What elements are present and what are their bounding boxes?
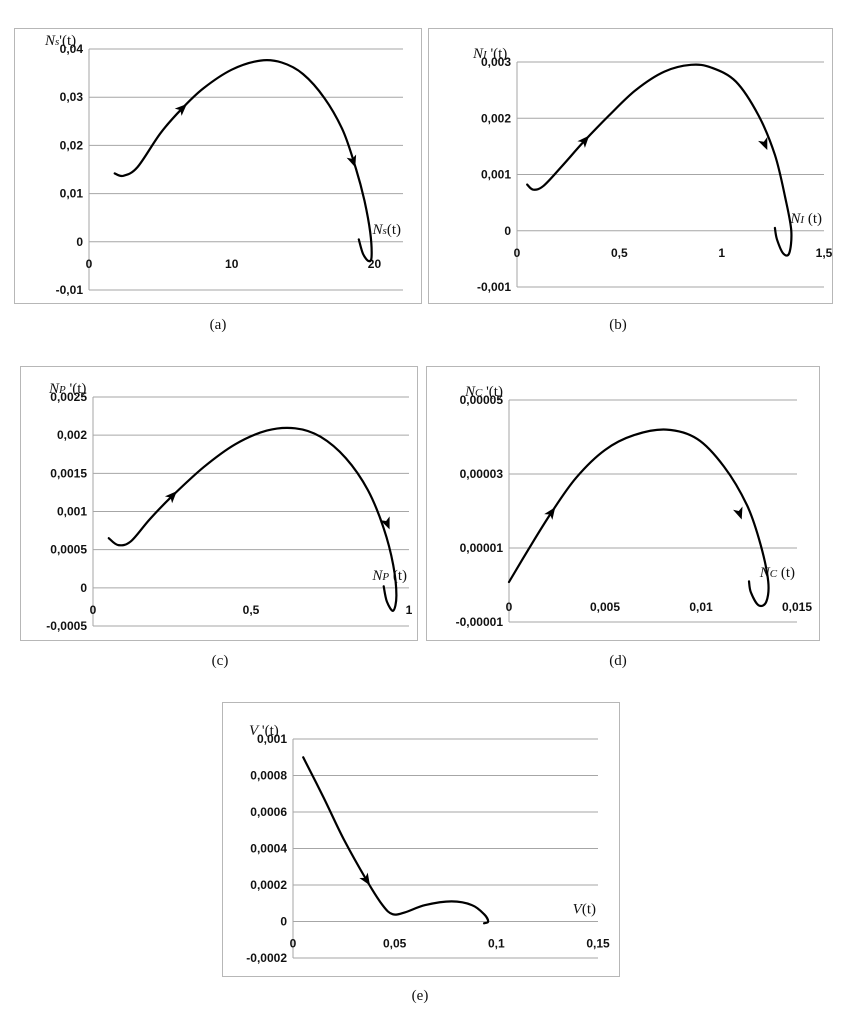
y-axis-title: Ns'(t): [44, 33, 76, 49]
caption-d: (d): [609, 653, 627, 669]
trajectory-curve: [107, 426, 398, 612]
x-tick-label: 0,005: [590, 600, 620, 614]
direction-arrow-icon: [733, 506, 743, 520]
caption-e: (e): [411, 988, 429, 1004]
y-tick-label: 0,001: [57, 505, 87, 519]
trajectory-curve: [113, 58, 373, 263]
chart-panel-b: 0,003 0,002 0,001 0 -0,001 0 0,5 1 1,5 NI '(t) NI …: [428, 28, 833, 304]
x-tick-label: 1,5: [816, 246, 833, 260]
y-tick-label: 0: [280, 915, 287, 929]
y-tick-label: 0,00005: [460, 393, 504, 407]
direction-arrow-icon: [758, 137, 768, 151]
y-tick-label: 0,00001: [460, 541, 504, 555]
x-axis-title: NI (t): [789, 211, 822, 227]
y-tick-label: -0,0005: [46, 619, 87, 633]
y-tick-label: 0,0008: [250, 769, 287, 783]
y-tick-label: -0,01: [56, 283, 84, 297]
chart-panel-d: 0,00005 0,00003 0,00001 -0,00001 0 0,005 0,01 0…: [426, 366, 820, 641]
direction-arrow-icon: [359, 872, 370, 886]
y-tick-label: 0,0005: [50, 543, 87, 557]
chart-panel-a: 0,04 0,03 0,02 0,01 0 -0,01 0 10 20 Ns'(t) Ns(t): [14, 28, 422, 304]
x-tick-label: 1: [718, 246, 725, 260]
x-tick-label: 0: [290, 937, 297, 951]
direction-arrow-icon: [380, 516, 390, 530]
y-axis-title: NI '(t): [472, 46, 507, 62]
x-tick-label: 0: [514, 246, 521, 260]
chart-svg-b: 0,003 0,002 0,001 0 -0,001 0 0,5 1 1,5 NI '(t) NI …: [472, 46, 833, 294]
y-tick-label: 0,01: [60, 187, 84, 201]
y-tick-label: 0,0006: [250, 805, 287, 819]
direction-arrow-icon: [346, 154, 357, 168]
direction-arrow-icon: [577, 135, 590, 148]
caption-b: (b): [609, 317, 627, 333]
x-tick-label: 0: [90, 603, 97, 617]
y-tick-label: 0: [504, 224, 511, 238]
y-tick-label: 0,001: [481, 168, 511, 182]
y-tick-label: -0,0002: [246, 951, 287, 965]
y-tick-label: -0,001: [477, 280, 511, 294]
direction-arrow-icon: [174, 103, 187, 116]
x-tick-label: 0,1: [488, 937, 505, 951]
y-axis-title: NC '(t): [464, 384, 503, 400]
y-tick-label: 0,02: [60, 138, 84, 152]
y-tick-label: 0,0015: [50, 466, 87, 480]
y-tick-label: -0,00001: [456, 615, 504, 629]
y-axis-title: V '(t): [249, 723, 279, 739]
x-tick-label: 20: [368, 257, 382, 271]
y-tick-label: 0,03: [60, 90, 84, 104]
x-tick-label: 10: [225, 257, 239, 271]
y-tick-label: 0,002: [481, 111, 511, 125]
y-tick-label: 0,0025: [50, 390, 87, 404]
direction-arrow-icon: [164, 491, 177, 504]
x-tick-label: 0,15: [586, 937, 610, 951]
chart-panel-e: 0,001 0,0008 0,0006 0,0004 0,0002 0 -0,0002 0 0,…: [222, 702, 620, 977]
y-tick-label: 0,003: [481, 55, 511, 69]
trajectory-curve: [507, 428, 770, 608]
x-tick-label: 0,01: [689, 600, 713, 614]
caption-a: (a): [209, 317, 227, 333]
trajectory-curve: [526, 63, 793, 257]
y-axis-title: NP '(t): [48, 381, 86, 397]
y-tick-label: 0,0002: [250, 878, 287, 892]
x-tick-label: 1: [406, 603, 413, 617]
x-tick-label: 0,5: [243, 603, 260, 617]
y-tick-label: 0,002: [57, 428, 87, 442]
caption-c: (c): [211, 653, 229, 669]
y-tick-label: 0,04: [60, 42, 84, 56]
direction-arrow-icon: [544, 507, 556, 520]
x-tick-label: 0: [506, 600, 513, 614]
x-axis-title: Ns(t): [372, 222, 401, 238]
y-tick-label: 0,00003: [460, 467, 504, 481]
trajectory-curve: [302, 756, 490, 925]
x-tick-label: 0,05: [383, 937, 407, 951]
x-axis-title: NC (t): [759, 565, 795, 581]
x-tick-label: 0,015: [782, 600, 812, 614]
y-tick-label: 0: [80, 581, 87, 595]
y-tick-label: 0: [76, 235, 83, 249]
x-axis-title: NP (t): [371, 568, 407, 584]
y-tick-label: 0,0004: [250, 842, 287, 856]
chart-panel-c: 0,0025 0,002 0,0015 0,001 0,0005 0 -0,0005 0 0,5…: [20, 366, 418, 641]
x-tick-label: 0: [86, 257, 93, 271]
x-axis-title: V(t): [573, 902, 596, 918]
x-tick-label: 0,5: [611, 246, 628, 260]
y-tick-label: 0,001: [257, 732, 287, 746]
